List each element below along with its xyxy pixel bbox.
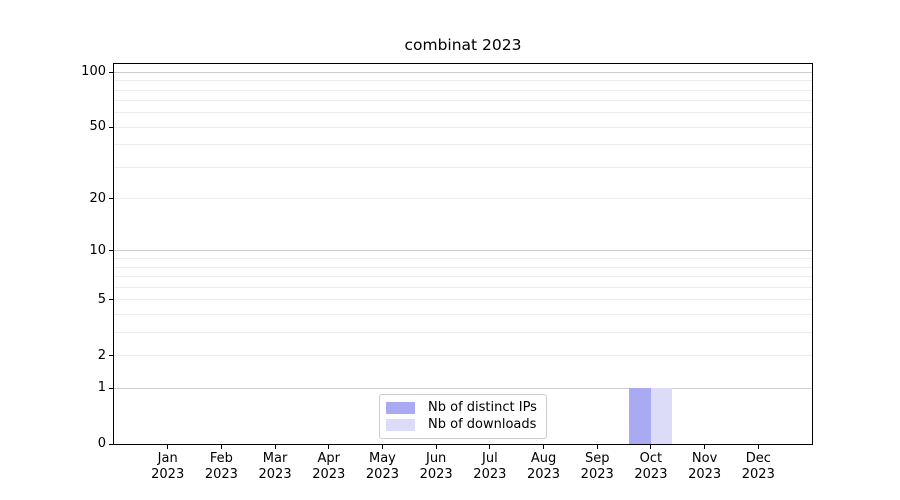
bar-distinct-ips — [629, 388, 651, 444]
gridline-major — [114, 71, 812, 73]
gridline-minor — [114, 276, 812, 278]
gridline-minor — [114, 144, 812, 146]
x-tick-year: 2023 — [688, 467, 722, 482]
x-tick-year: 2023 — [741, 467, 775, 482]
x-tick-year: 2023 — [312, 467, 346, 482]
y-tick-mark — [109, 299, 113, 301]
x-tick-label: Dec 2023 — [726, 451, 790, 483]
x-tick-mark — [489, 444, 491, 449]
x-tick-label: Jul 2023 — [458, 451, 522, 483]
y-tick-label: 20 — [89, 190, 106, 206]
legend-swatch-distinct-ips — [386, 402, 415, 414]
gridline-minor — [114, 258, 812, 260]
plot-area: Nb of distinct IPs Nb of downloads — [109, 63, 813, 449]
x-tick-label: Jan 2023 — [136, 451, 200, 483]
y-tick-mark — [109, 71, 113, 73]
legend-swatch-downloads — [386, 419, 415, 431]
y-tick-label: 5 — [97, 291, 106, 307]
y-tick-label: 0 — [97, 436, 106, 451]
legend-entry-distinct-ips: Nb of distinct IPs — [386, 400, 537, 416]
x-tick-mark — [381, 444, 383, 449]
legend: Nb of distinct IPs Nb of downloads — [379, 394, 547, 439]
gridline-minor — [114, 266, 812, 268]
x-tick-mark — [220, 444, 222, 449]
x-tick-month: Jul — [482, 451, 498, 466]
x-tick-mark — [543, 444, 545, 449]
x-tick-year: 2023 — [473, 467, 507, 482]
legend-label-downloads: Nb of downloads — [428, 417, 537, 432]
x-tick-year: 2023 — [151, 467, 185, 482]
x-tick-label: Mar 2023 — [243, 451, 307, 483]
x-tick-month: Mar — [262, 451, 288, 466]
y-tick-label: 1 — [97, 380, 106, 396]
gridline-minor — [114, 126, 812, 128]
x-tick-month: Feb — [209, 451, 233, 466]
y-tick-label: 50 — [89, 119, 106, 135]
x-tick-mark — [757, 444, 759, 449]
x-tick-month: Jan — [157, 451, 178, 466]
y-tick-mark — [109, 387, 113, 389]
gridline-minor — [114, 80, 812, 82]
gridline-minor — [114, 100, 812, 102]
x-tick-year: 2023 — [258, 467, 292, 482]
x-tick-year: 2023 — [634, 467, 668, 482]
x-tick-mark — [704, 444, 706, 449]
x-tick-month: May — [369, 451, 396, 466]
y-tick-mark — [109, 250, 113, 252]
x-tick-label: Sep 2023 — [565, 451, 629, 483]
x-tick-year: 2023 — [365, 467, 399, 482]
x-tick-mark — [435, 444, 437, 449]
gridline-minor — [114, 299, 812, 301]
y-tick-mark — [109, 443, 113, 445]
y-tick-label: 10 — [89, 242, 106, 258]
x-tick-mark — [167, 444, 169, 449]
gridline-minor — [114, 89, 812, 91]
x-tick-mark — [274, 444, 276, 449]
x-tick-mark — [328, 444, 330, 449]
x-tick-year: 2023 — [419, 467, 453, 482]
gridline-minor — [114, 286, 812, 288]
y-tick-label: 2 — [97, 347, 106, 363]
x-tick-month: Oct — [639, 451, 663, 466]
x-tick-month: Nov — [691, 451, 718, 466]
x-tick-month: Apr — [317, 451, 341, 466]
x-tick-label: Apr 2023 — [297, 451, 361, 483]
y-tick-mark — [109, 198, 113, 200]
gridline-minor — [114, 313, 812, 315]
x-tick-label: May 2023 — [350, 451, 414, 483]
x-tick-mark — [650, 444, 652, 449]
x-tick-month: Sep — [584, 451, 610, 466]
x-tick-label: Nov 2023 — [673, 451, 737, 483]
x-tick-month: Dec — [745, 451, 771, 466]
gridline-minor — [114, 198, 812, 200]
bar-downloads — [650, 388, 673, 444]
x-tick-label: Feb 2023 — [189, 451, 253, 483]
gridline-major — [114, 387, 812, 389]
gridline-minor — [114, 331, 812, 333]
x-tick-month: Jun — [425, 451, 447, 466]
x-tick-label: Aug 2023 — [512, 451, 576, 483]
gridline-minor — [114, 355, 812, 357]
legend-entry-downloads: Nb of downloads — [386, 417, 537, 433]
x-tick-year: 2023 — [580, 467, 614, 482]
x-tick-mark — [596, 444, 598, 449]
x-tick-year: 2023 — [526, 467, 561, 482]
x-tick-year: 2023 — [204, 467, 238, 482]
gridline-minor — [114, 112, 812, 114]
x-tick-label: Oct 2023 — [619, 451, 683, 483]
chart-title: combinat 2023 — [404, 36, 522, 54]
gridline-major — [114, 250, 812, 252]
y-tick-mark — [109, 126, 113, 128]
y-tick-label: 100 — [81, 64, 106, 80]
x-tick-label: Jun 2023 — [404, 451, 468, 483]
legend-label-distinct-ips: Nb of distinct IPs — [428, 400, 537, 415]
gridline-minor — [114, 166, 812, 168]
y-tick-mark — [109, 355, 113, 357]
x-tick-month: Aug — [530, 451, 557, 466]
